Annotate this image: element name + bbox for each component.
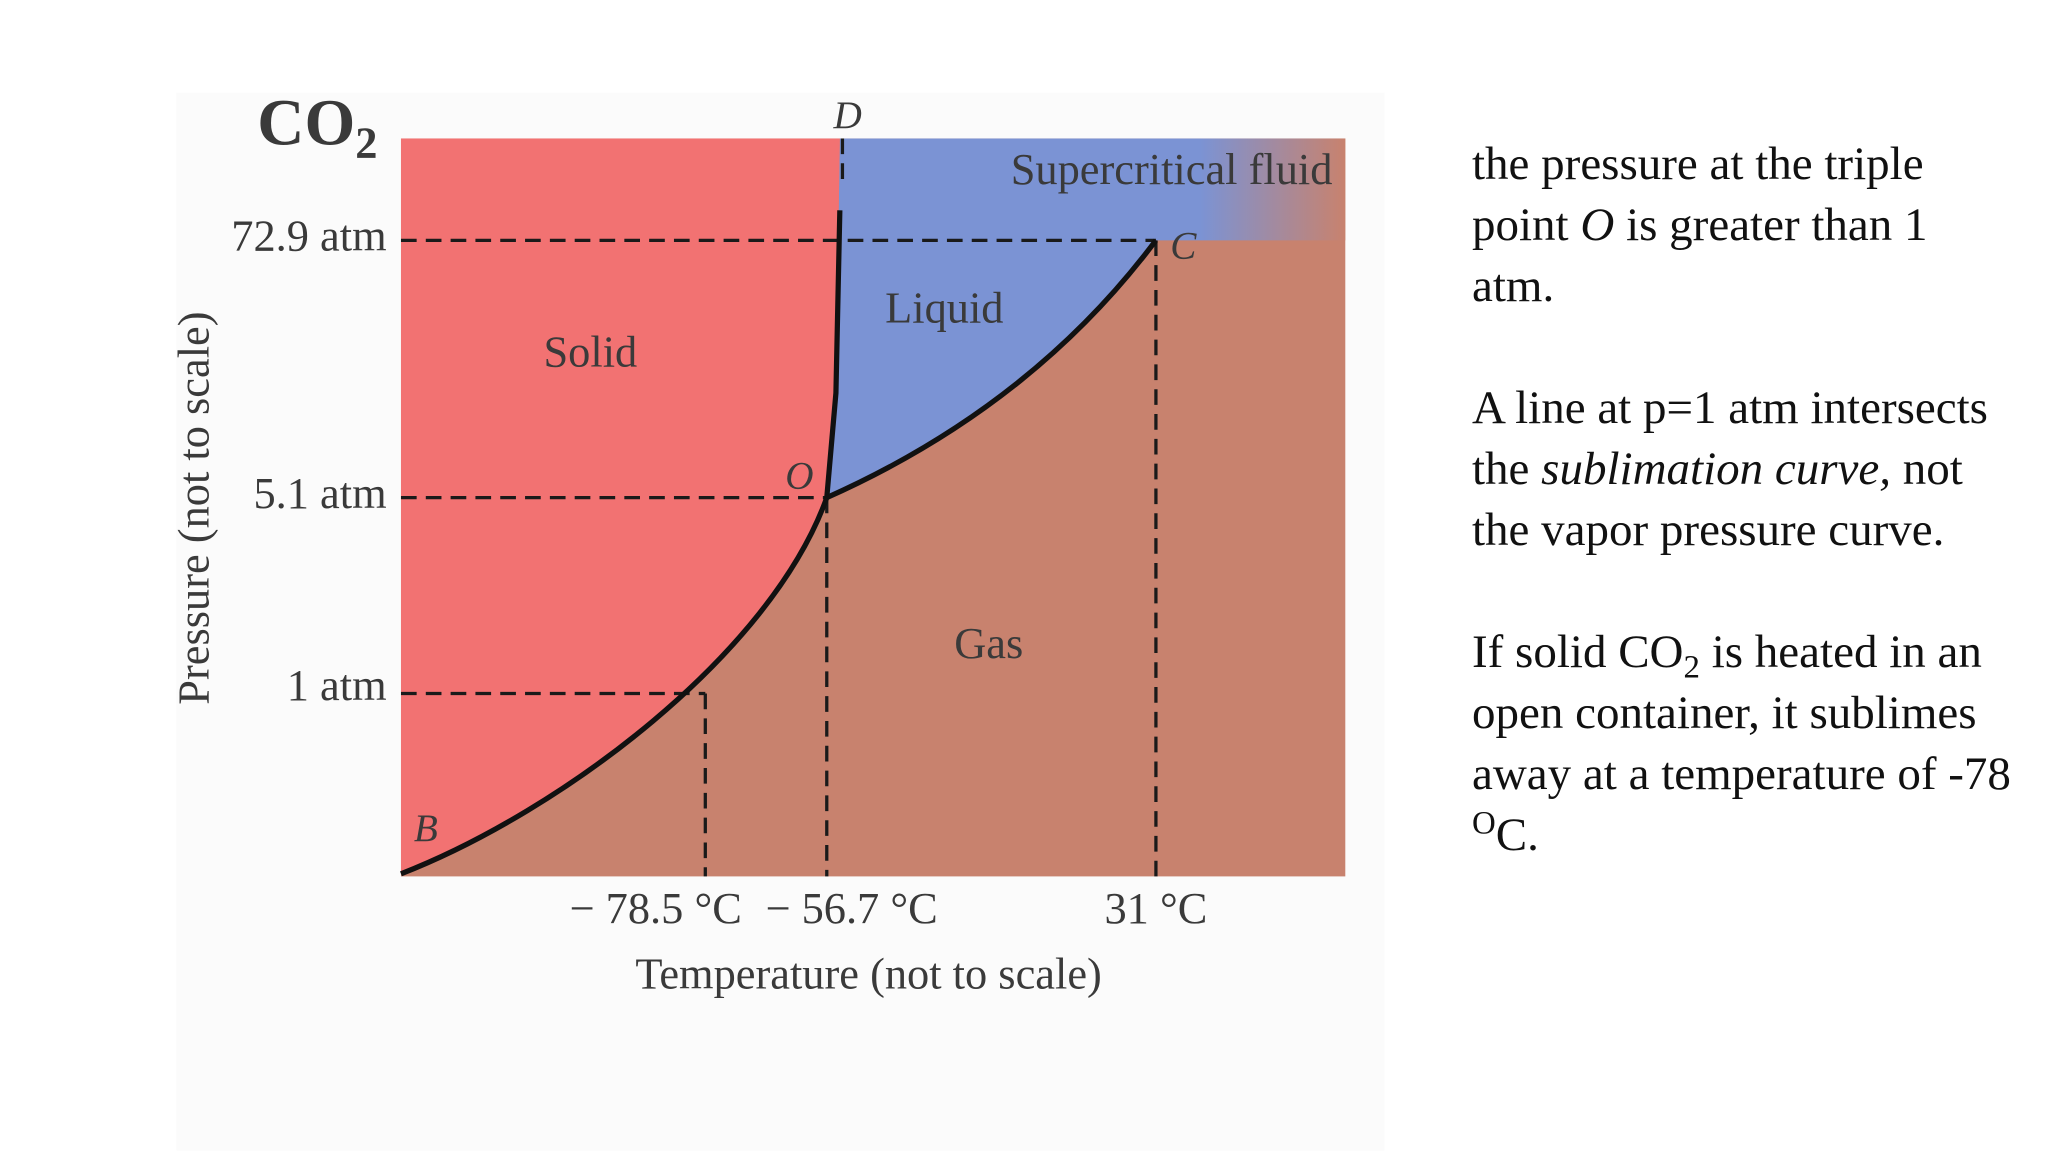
point-label: D <box>833 94 862 137</box>
solid-region <box>400 138 840 874</box>
note-text: sublimation curve, <box>1541 443 1892 495</box>
temperature-label: 31 °C <box>1104 883 1207 933</box>
region-label: Solid <box>543 327 637 377</box>
note-text: If solid CO <box>1472 626 1684 678</box>
title-subscript: 2 <box>355 118 377 168</box>
point-label: O <box>785 454 813 497</box>
melting-curve <box>824 210 843 498</box>
temperature-label: − 78.5 °C <box>570 883 742 933</box>
note-text: A line at p=1 atm intersects the <box>1472 382 1988 495</box>
x-axis-label: Temperature (not to scale) <box>635 948 1101 998</box>
diagram-title: CO2 <box>257 87 377 167</box>
vapor-pressure-curve <box>825 238 1159 501</box>
note-paragraph: A line at p=1 atm intersects the sublima… <box>1472 378 2017 561</box>
sublimation-curve <box>400 496 830 877</box>
pressure-label: 5.1 atm <box>253 468 386 518</box>
region-label: Gas <box>954 618 1023 668</box>
note-paragraph: If solid CO2 is heated in an open contai… <box>1472 622 2017 866</box>
note-paragraph: the pressure at the triple point O is gr… <box>1472 134 2017 317</box>
point-label: B <box>414 807 438 850</box>
note-text: is heated in an open container, it subli… <box>1472 626 2011 800</box>
temperature-label: − 56.7 °C <box>765 883 937 933</box>
point-label: C <box>1170 224 1197 267</box>
pressure-label: 72.9 atm <box>231 211 386 261</box>
note-superscript: O <box>1472 805 1496 842</box>
note-text: the pressure at the triple point <box>1472 138 1924 251</box>
pressure-label: 1 atm <box>287 660 387 710</box>
region-label: Liquid <box>885 282 1003 332</box>
note-text: C. <box>1495 809 1539 861</box>
region-label: Supercritical fluid <box>1011 144 1333 194</box>
note-text: O <box>1580 199 1615 251</box>
note-subscript: 2 <box>1683 649 1700 686</box>
title-text: CO <box>257 87 355 159</box>
notes: the pressure at the triple point O is gr… <box>1472 134 2017 927</box>
note-text: not the vapor pressure curve. <box>1472 443 1963 556</box>
y-axis-label: Pressure (not to scale) <box>169 311 219 704</box>
note-text: is greater than 1 atm. <box>1472 199 1928 312</box>
